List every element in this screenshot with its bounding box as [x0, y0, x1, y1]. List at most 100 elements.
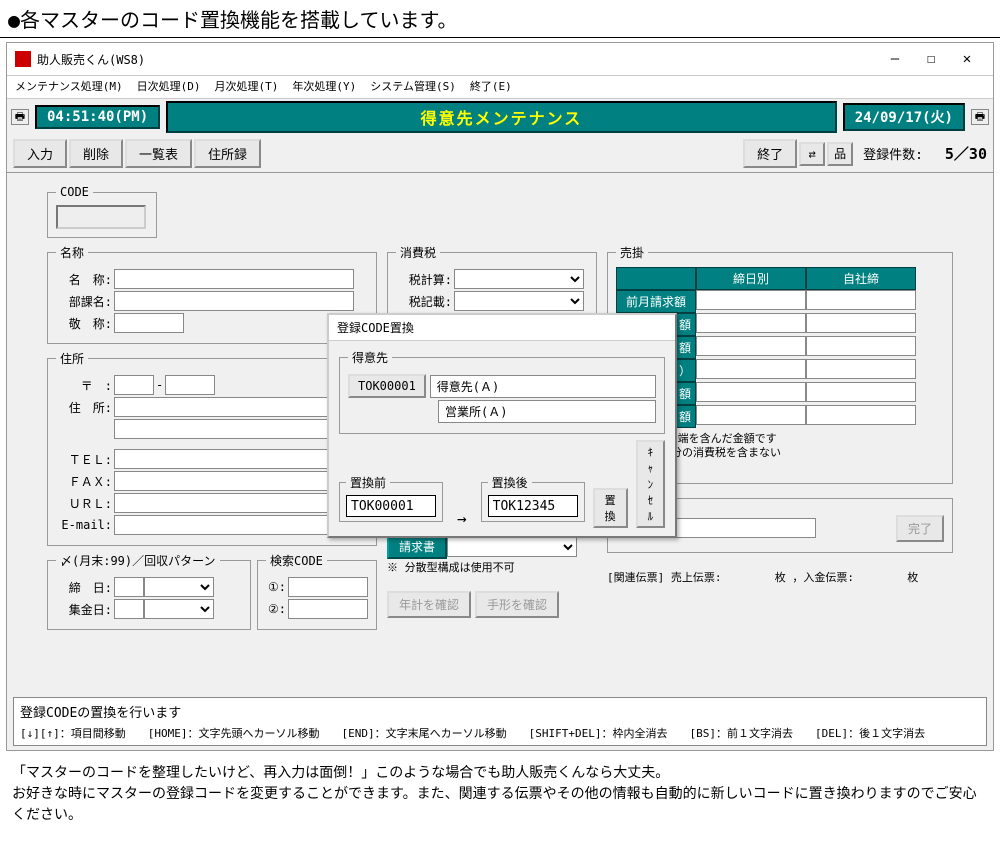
invoice-select[interactable] — [447, 537, 577, 557]
name-legend: 名称 — [56, 244, 88, 261]
dept-label: 部課名: — [56, 293, 112, 310]
code-fieldset: CODE — [47, 185, 157, 238]
addr1-input[interactable] — [114, 397, 354, 417]
hon-label: 敬 称: — [56, 315, 112, 332]
addr-label: 住 所: — [56, 399, 112, 416]
after-input[interactable] — [488, 495, 578, 517]
menu-monthly[interactable]: 月次処理(T) — [215, 78, 279, 94]
tax-fieldset: 消費税 税計算: 税記載: — [387, 244, 597, 322]
hon-input[interactable] — [114, 313, 184, 333]
tel-input[interactable] — [114, 449, 354, 469]
name-label: 名 称: — [56, 271, 112, 288]
titlebar: 助人販売くん(WS8) — ☐ ✕ — [7, 43, 993, 76]
menu-system[interactable]: システム管理(S) — [370, 78, 456, 94]
tree-icon[interactable]: 品 — [827, 142, 853, 166]
related-label: [関連伝票] 売上伝票: — [607, 571, 722, 584]
ur-row0: 前月請求額 — [616, 290, 696, 313]
urikake-hdr1: 締日別 — [696, 267, 806, 290]
zip-sep: - — [154, 378, 165, 392]
zip2-input[interactable] — [165, 375, 215, 395]
menu-exit[interactable]: 終了(E) — [470, 78, 512, 94]
before-input[interactable] — [346, 495, 436, 517]
code-input[interactable] — [56, 205, 146, 229]
arrow-icon: → — [451, 509, 473, 528]
delete-button[interactable]: 削除 — [69, 139, 123, 168]
address-legend: 住所 — [56, 350, 88, 367]
close-button[interactable]: ✕ — [949, 47, 985, 71]
collect-date-input[interactable] — [114, 599, 144, 619]
menu-yearly[interactable]: 年次処理(Y) — [292, 78, 356, 94]
dialog-name1: 得意先(Ａ) — [430, 375, 656, 398]
url-label: ＵＲＬ: — [56, 495, 112, 512]
done-button[interactable]: 完了 — [896, 515, 944, 542]
time-display: 04:51:40(PM) — [35, 105, 160, 129]
addr2-input[interactable] — [114, 419, 354, 439]
screen-title: 得意先メンテナンス — [166, 101, 837, 133]
name-input[interactable] — [114, 269, 354, 289]
list-button[interactable]: 一覧表 — [125, 139, 192, 168]
ur-cell — [696, 290, 806, 310]
banner: 🖶 04:51:40(PM) 得意先メンテナンス 24/09/17(火) 🖶 — [7, 99, 993, 135]
after-legend: 置換後 — [488, 474, 532, 491]
input-button[interactable]: 入力 — [13, 139, 67, 168]
search2-input[interactable] — [288, 599, 368, 619]
minimize-button[interactable]: — — [877, 47, 913, 71]
hint-home: [HOME]：文字先頭へカーソル移動 — [148, 725, 320, 741]
swap-icon[interactable]: ⇄ — [799, 142, 825, 166]
tax-calc-select[interactable] — [454, 269, 584, 289]
count-label: 登録件数: — [863, 144, 923, 163]
urikake-legend: 売掛 — [616, 244, 648, 261]
print-icon-right[interactable]: 🖶 — [971, 109, 989, 125]
status-hints: [↓][↑]：項目間移動 [HOME]：文字先頭へカーソル移動 [END]：文字… — [18, 723, 982, 743]
search-code-legend: 検索CODE — [266, 552, 327, 569]
before-legend: 置換前 — [346, 474, 390, 491]
zip1-input[interactable] — [114, 375, 154, 395]
year-confirm-button[interactable]: 年計を確認 — [387, 591, 471, 618]
tax-desc-label: 税記載: — [396, 293, 452, 310]
hint-bs: [BS]：前１文字消去 — [689, 725, 793, 741]
menu-daily[interactable]: 日次処理(D) — [137, 78, 201, 94]
related-slips: [関連伝票] 売上伝票: 枚 ，入金伝票: 枚 — [607, 571, 953, 585]
search1-label: ①: — [266, 580, 286, 594]
close-date-input[interactable] — [114, 577, 144, 597]
closing-fieldset: 〆(月末:99)／回収パターン 締 日: 集金日: — [47, 552, 251, 630]
dept-input[interactable] — [114, 291, 354, 311]
menubar: メンテナンス処理(M) 日次処理(D) 月次処理(T) 年次処理(Y) システム… — [7, 76, 993, 99]
main-window: 助人販売くん(WS8) — ☐ ✕ メンテナンス処理(M) 日次処理(D) 月次… — [6, 42, 994, 751]
app-icon — [15, 51, 31, 67]
close-pattern-select[interactable] — [144, 577, 214, 597]
before-fieldset: 置換前 — [339, 474, 443, 522]
print-icon-left[interactable]: 🖶 — [11, 109, 29, 125]
toolbar: 入力 削除 一覧表 住所録 終了 ⇄ 品 登録件数: 5／30 — [7, 135, 993, 173]
dialog-customer-legend: 得意先 — [348, 349, 392, 366]
replace-code-dialog: 登録CODE置換 得意先 TOK00001 得意先(Ａ) 営業所(Ａ) 置換前 — [327, 313, 677, 538]
hint-end: [END]：文字末尾へカーソル移動 — [342, 725, 507, 741]
collect-date-label: 集金日: — [56, 601, 112, 618]
url-input[interactable] — [114, 493, 334, 513]
maximize-button[interactable]: ☐ — [913, 47, 949, 71]
search1-input[interactable] — [288, 577, 368, 597]
tantou-name[interactable] — [676, 518, 816, 538]
bill-confirm-button[interactable]: 手形を確認 — [475, 591, 559, 618]
fax-label: ＦＡＸ: — [56, 473, 112, 490]
tax-calc-label: 税計算: — [396, 271, 452, 288]
related-mid: 枚 ，入金伝票: — [775, 571, 854, 584]
email-input[interactable] — [114, 515, 334, 535]
collect-pattern-select[interactable] — [144, 599, 214, 619]
hint-shiftdel: [SHIFT+DEL]：枠内全消去 — [529, 725, 668, 741]
address-button[interactable]: 住所録 — [194, 139, 261, 168]
menu-maintenance[interactable]: メンテナンス処理(M) — [15, 78, 123, 94]
statusbar: 登録CODEの置換を行います [↓][↑]：項目間移動 [HOME]：文字先頭へ… — [13, 697, 987, 746]
end-button[interactable]: 終了 — [743, 139, 797, 168]
window-title: 助人販売くん(WS8) — [37, 51, 877, 68]
replace-button[interactable]: 置 換 — [593, 488, 628, 528]
fax-input[interactable] — [114, 471, 354, 491]
hint-del: [DEL]：後１文字消去 — [815, 725, 925, 741]
count-value: 5／30 — [945, 143, 987, 164]
dialog-code-display[interactable]: TOK00001 — [348, 374, 426, 398]
cancel-button[interactable]: ｷｬﾝｾﾙ — [636, 440, 666, 528]
search2-label: ②: — [266, 602, 286, 616]
sales-note: ※ 分散型構成は使用不可 — [387, 561, 597, 575]
tax-legend: 消費税 — [396, 244, 440, 261]
tax-desc-select[interactable] — [454, 291, 584, 311]
